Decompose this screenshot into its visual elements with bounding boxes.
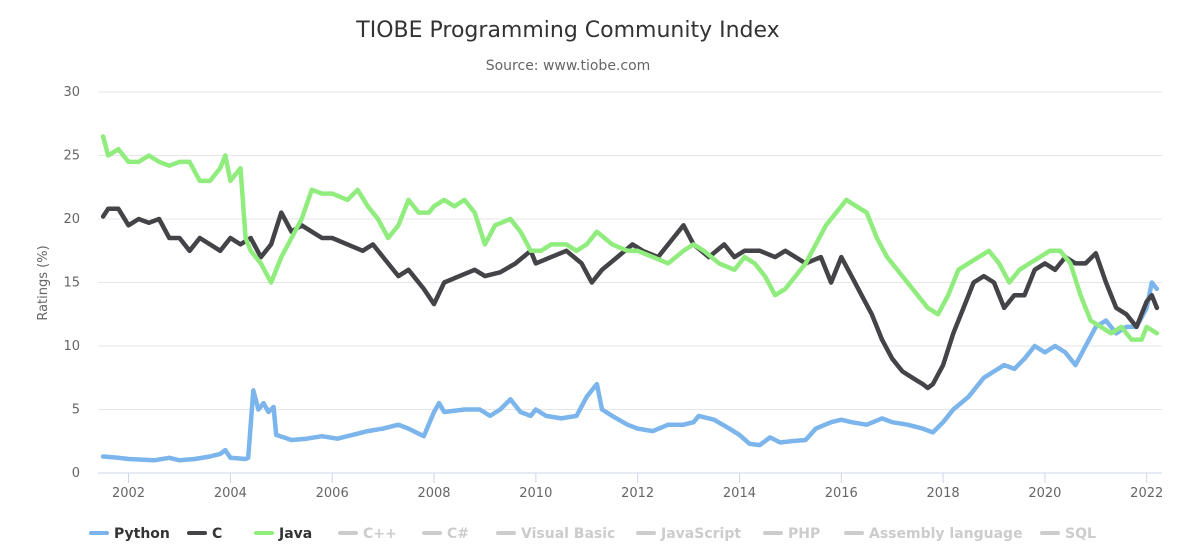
legend-label: JavaScript (660, 526, 741, 542)
x-tick-label: 2010 (519, 486, 552, 501)
y-tick-label: 15 (63, 276, 80, 291)
legend-label: Assembly language (869, 526, 1023, 542)
legend-label: Visual Basic (521, 526, 615, 542)
legend: Python C Java C++ C# Visual Basic JavaScript PH… (89, 526, 1096, 542)
y-tick-label: 0 (72, 466, 80, 481)
legend-item-c-[interactable]: C++ (338, 526, 397, 542)
x-tick-label: 2022 (1130, 486, 1163, 501)
series-group (100, 134, 1160, 463)
legend-item-java[interactable]: Java (254, 526, 312, 542)
series-line-python[interactable] (100, 280, 1160, 463)
x-tick-label: 2018 (927, 486, 960, 501)
legend-item-sql[interactable]: SQL (1040, 526, 1096, 542)
grid-lines (98, 91, 1162, 474)
chart-title: TIOBE Programming Community Index (355, 18, 779, 43)
chart-subtitle: Source: www.tiobe.com (486, 58, 651, 74)
x-tick-label: 2002 (112, 486, 145, 501)
legend-label: PHP (788, 526, 820, 542)
x-tick-label: 2008 (417, 486, 450, 501)
y-axis-ticks: 0 5 10 15 20 25 30 (63, 85, 80, 481)
legend-label: C (212, 526, 222, 542)
series-line-c[interactable] (100, 206, 1160, 391)
x-tick-label: 2004 (214, 486, 247, 501)
y-tick-label: 10 (63, 339, 80, 354)
legend-label: SQL (1065, 526, 1096, 542)
legend-item-python[interactable]: Python (89, 526, 170, 542)
y-axis-title: Ratings (%) (36, 245, 51, 320)
x-tick-label: 2006 (316, 486, 349, 501)
legend-item-javascript[interactable]: JavaScript (636, 526, 741, 542)
legend-label: Java (278, 526, 312, 542)
legend-label: C# (447, 526, 469, 542)
x-tick-label: 2012 (621, 486, 654, 501)
legend-label: C++ (363, 526, 397, 542)
legend-label: Python (114, 526, 170, 542)
x-tick-label: 2016 (825, 486, 858, 501)
y-tick-label: 30 (63, 85, 80, 100)
legend-item-c[interactable]: C (187, 526, 222, 542)
x-tick-label: 2020 (1028, 486, 1061, 501)
y-tick-label: 5 (72, 403, 80, 418)
series-line-java[interactable] (100, 134, 1160, 342)
legend-item-php[interactable]: PHP (763, 526, 820, 542)
legend-item-assembly-language[interactable]: Assembly language (844, 526, 1023, 542)
y-tick-label: 25 (63, 149, 80, 164)
x-axis: 2002 2004 2006 2008 2010 2012 2014 2016 2018 2020… (112, 473, 1163, 501)
y-tick-label: 20 (63, 212, 80, 227)
legend-item-visual-basic[interactable]: Visual Basic (496, 526, 615, 542)
x-tick-label: 2014 (723, 486, 756, 501)
legend-item-c-[interactable]: C# (422, 526, 469, 542)
